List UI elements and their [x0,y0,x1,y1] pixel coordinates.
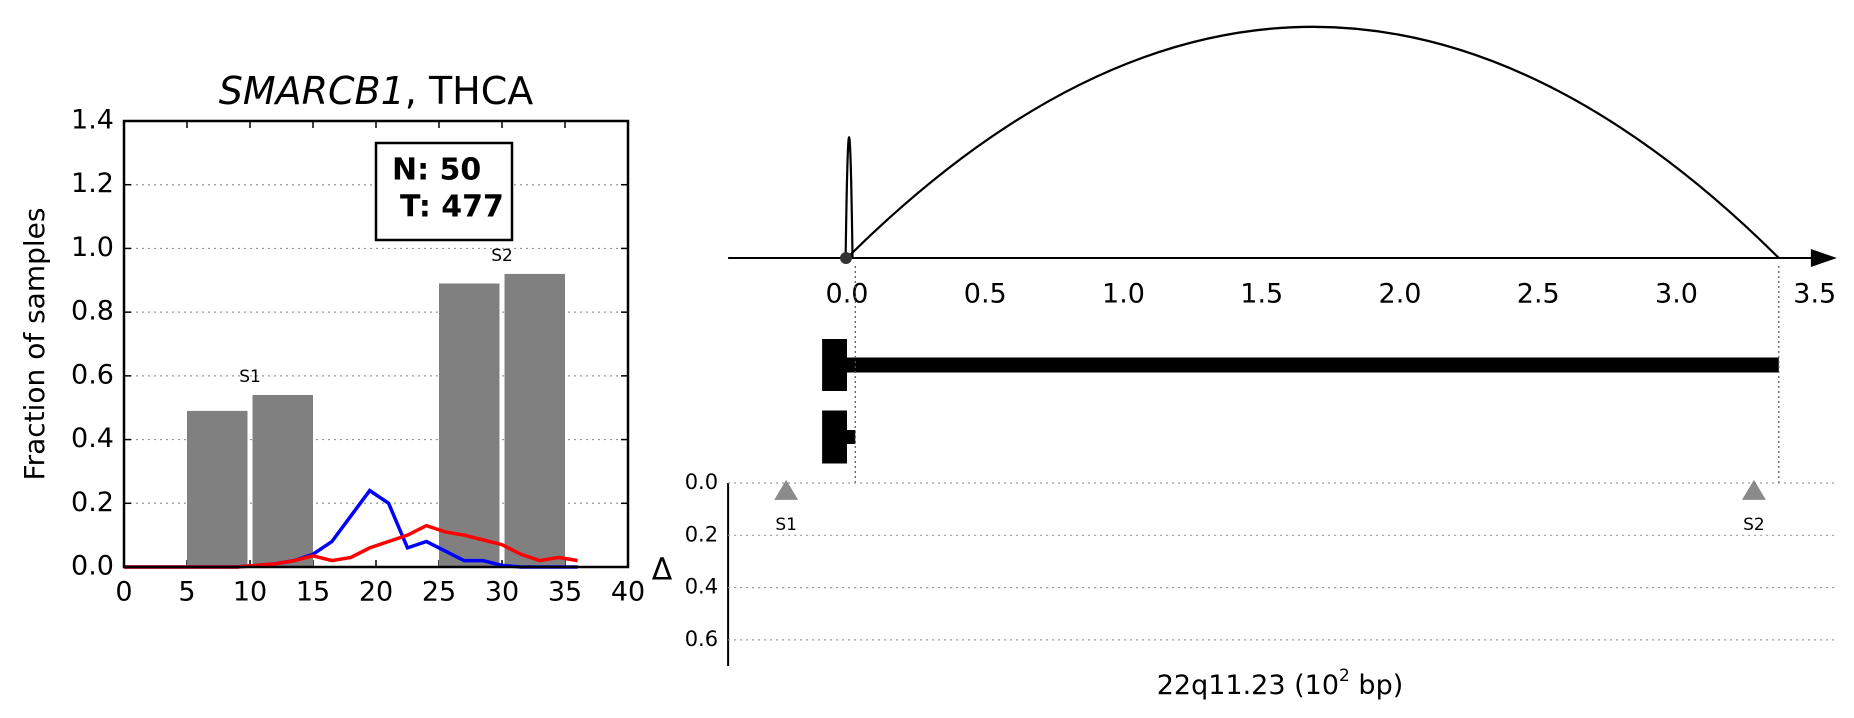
x-tick-label: 2.5 [1517,279,1560,310]
x-tick-label: 0 [115,577,132,608]
bar [252,394,313,567]
y-tick-label: 0.4 [71,423,114,454]
delta-tick-label: 0.2 [685,522,718,546]
track-line [847,357,1779,373]
y-tick-label: 1.2 [71,168,114,199]
x-tick-label: 2.0 [1379,279,1422,310]
bar-annotation: S2 [491,246,513,266]
title-gene: SMARCB1 [219,69,405,113]
x-label-main: 22q11.23 (10 [1157,670,1339,701]
x-tick-label: 1.0 [1102,279,1145,310]
arc [846,25,1780,259]
legend-entry: N: 50 [392,153,481,188]
x-tick-label: 10 [233,577,267,608]
x-label-end: bp) [1350,670,1403,701]
y-tick-label: 0.6 [71,359,114,390]
x-axis-label: 22q11.23 (102 bp) [1157,666,1404,701]
x-tick-label: 3.5 [1793,279,1836,310]
delta-marker [1741,479,1766,500]
delta-marker-label: S1 [775,515,797,535]
delta-label: Δ [652,553,673,588]
x-tick-label: 25 [422,577,456,608]
x-tick-label: 15 [296,577,330,608]
x-tick-label: 20 [359,577,393,608]
x-tick-label: 35 [548,577,582,608]
chart-title: SMARCB1, THCA [219,69,534,113]
delta-marker [774,479,799,500]
x-axis-arrow [1810,249,1837,267]
arc [844,136,854,259]
track-exon [822,410,847,464]
legend-entry: T: 477 [400,190,504,225]
x-label-sup: 2 [1339,666,1350,686]
y-tick-label: 1.4 [71,105,114,136]
x-tick-label: 0.5 [964,279,1007,310]
x-tick-label: 40 [611,577,645,608]
y-tick-label: 1.0 [71,232,114,263]
delta-tick-label: 0.6 [685,627,718,651]
legend-box [374,141,514,242]
x-tick-label: 3.0 [1655,279,1698,310]
x-tick-label: 5 [178,577,195,608]
x-tick-label: 30 [485,577,519,608]
plot-frame [122,119,630,569]
y-tick-label: 0.2 [71,487,114,518]
bar-annotation: S1 [239,367,261,387]
title-cancer: , THCA [405,69,533,113]
bar [504,273,565,567]
track-exon [822,339,847,391]
origin-dot [840,252,852,264]
x-tick-label: 1.5 [1240,279,1283,310]
delta-marker-label: S2 [1743,515,1765,535]
delta-tick-label: 0.4 [685,575,718,599]
y-axis-label: Fraction of samples [18,208,51,481]
track-line [847,430,856,444]
y-tick-label: 0.0 [71,551,114,582]
bar [439,283,500,567]
bar [187,410,248,567]
x-tick-label: 0.0 [826,279,869,310]
delta-tick-label: 0.0 [685,470,718,494]
y-tick-label: 0.8 [71,296,114,327]
